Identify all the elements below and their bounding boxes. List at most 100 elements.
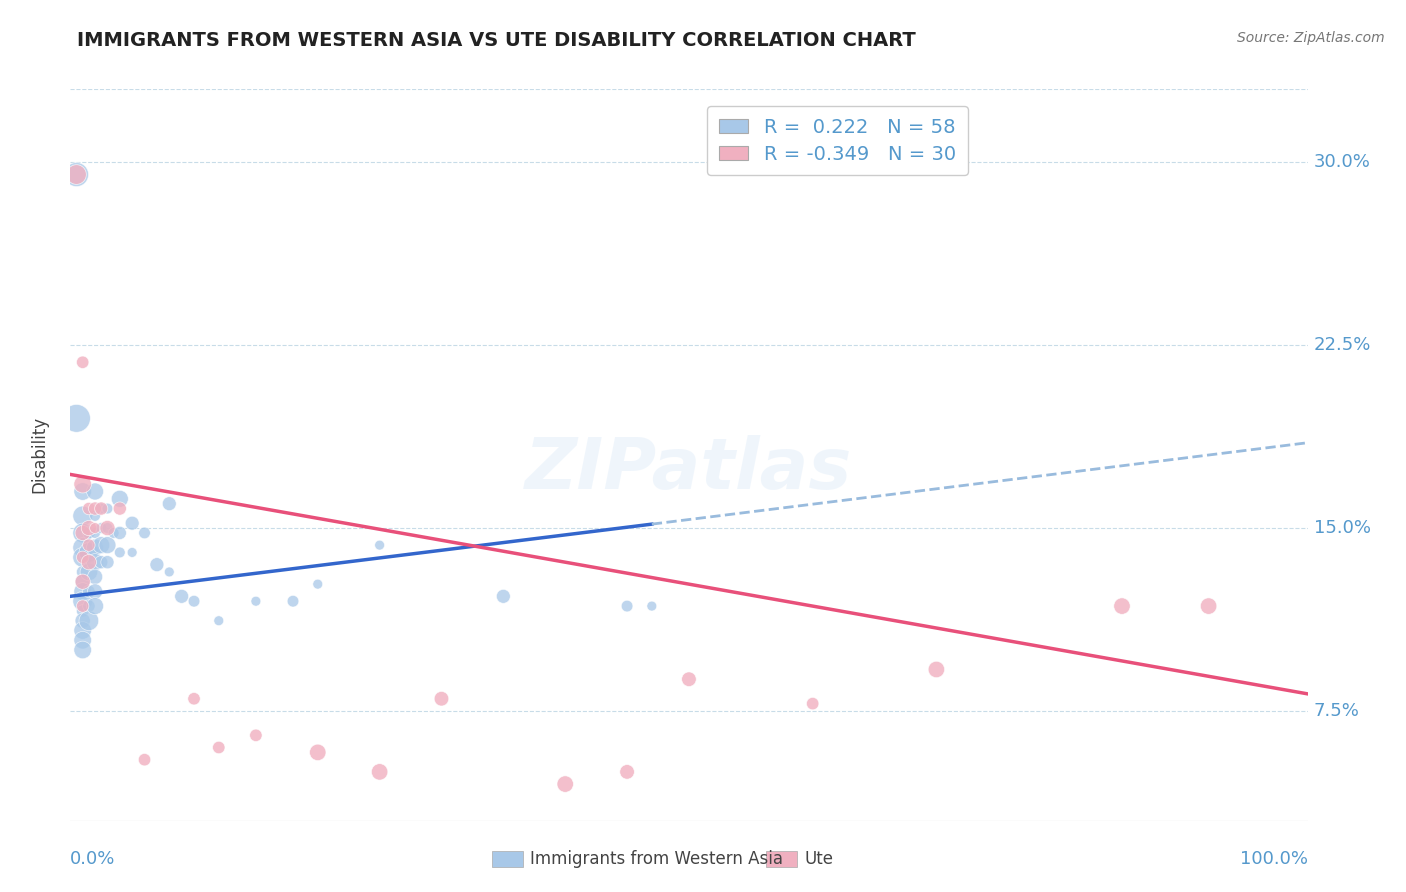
Point: [72, 599, 94, 613]
Point: [72, 565, 94, 579]
Point: [368, 538, 391, 552]
Point: [90, 501, 112, 516]
Point: [72, 604, 94, 618]
Point: [183, 691, 205, 706]
Point: [678, 672, 700, 686]
Point: [208, 614, 231, 628]
Point: [72, 525, 94, 540]
Text: 0.0%: 0.0%: [70, 850, 115, 868]
Point: [65, 411, 87, 425]
Point: [84, 484, 107, 499]
Point: [146, 558, 169, 572]
Point: [121, 516, 143, 531]
Point: [108, 501, 131, 516]
Point: [108, 545, 131, 559]
Point: [307, 577, 329, 591]
Point: [84, 599, 107, 613]
Point: [90, 538, 112, 552]
Text: Disability: Disability: [31, 417, 48, 493]
Point: [72, 594, 94, 608]
Text: 30.0%: 30.0%: [1313, 153, 1371, 171]
Point: [208, 740, 231, 755]
Point: [72, 550, 94, 565]
Point: [492, 590, 515, 604]
Text: Immigrants from Western Asia: Immigrants from Western Asia: [530, 850, 783, 868]
Point: [307, 745, 329, 759]
Point: [72, 508, 94, 523]
FancyBboxPatch shape: [492, 851, 523, 867]
Point: [96, 538, 118, 552]
Point: [72, 574, 94, 589]
Point: [96, 521, 118, 535]
Point: [77, 538, 100, 552]
Point: [90, 501, 112, 516]
Point: [72, 584, 94, 599]
Point: [554, 777, 576, 791]
Point: [1198, 599, 1220, 613]
Point: [84, 570, 107, 584]
FancyBboxPatch shape: [766, 851, 797, 867]
Point: [77, 599, 100, 613]
Point: [77, 501, 100, 516]
Point: [1111, 599, 1133, 613]
Point: [72, 574, 94, 589]
Point: [134, 525, 156, 540]
Text: 100.0%: 100.0%: [1240, 850, 1308, 868]
Point: [925, 663, 948, 677]
Point: [84, 584, 107, 599]
Point: [641, 599, 664, 613]
Point: [65, 168, 87, 182]
Point: [72, 550, 94, 565]
Point: [77, 614, 100, 628]
Point: [77, 584, 100, 599]
Text: Source: ZipAtlas.com: Source: ZipAtlas.com: [1237, 31, 1385, 45]
Point: [77, 565, 100, 579]
Point: [72, 614, 94, 628]
Point: [84, 501, 107, 516]
Text: Ute: Ute: [804, 850, 834, 868]
Point: [72, 525, 94, 540]
Point: [65, 168, 87, 182]
Point: [72, 477, 94, 491]
Point: [368, 764, 391, 779]
Point: [72, 541, 94, 555]
Point: [84, 541, 107, 555]
Point: [96, 555, 118, 569]
Point: [134, 753, 156, 767]
Point: [96, 501, 118, 516]
Point: [84, 525, 107, 540]
Point: [157, 565, 180, 579]
Point: [77, 525, 100, 540]
Point: [72, 633, 94, 648]
Point: [84, 508, 107, 523]
Text: 15.0%: 15.0%: [1313, 519, 1371, 537]
Point: [72, 624, 94, 638]
Point: [801, 697, 824, 711]
Point: [616, 599, 638, 613]
Point: [183, 594, 205, 608]
Point: [103, 525, 125, 540]
Point: [108, 525, 131, 540]
Legend: R =  0.222   N = 58, R = -0.349   N = 30: R = 0.222 N = 58, R = -0.349 N = 30: [707, 106, 967, 176]
Point: [281, 594, 304, 608]
Point: [84, 521, 107, 535]
Point: [90, 555, 112, 569]
Point: [121, 545, 143, 559]
Point: [430, 691, 453, 706]
Point: [157, 497, 180, 511]
Point: [96, 521, 118, 535]
Point: [77, 521, 100, 535]
Point: [72, 643, 94, 657]
Point: [245, 728, 267, 742]
Point: [77, 555, 100, 569]
Point: [170, 590, 193, 604]
Text: 22.5%: 22.5%: [1313, 336, 1371, 354]
Point: [108, 491, 131, 506]
Point: [77, 545, 100, 559]
Point: [72, 355, 94, 369]
Point: [245, 594, 267, 608]
Text: IMMIGRANTS FROM WESTERN ASIA VS UTE DISABILITY CORRELATION CHART: IMMIGRANTS FROM WESTERN ASIA VS UTE DISA…: [77, 31, 917, 50]
Text: ZIPatlas: ZIPatlas: [526, 435, 852, 504]
Point: [616, 764, 638, 779]
Text: 7.5%: 7.5%: [1313, 702, 1360, 720]
